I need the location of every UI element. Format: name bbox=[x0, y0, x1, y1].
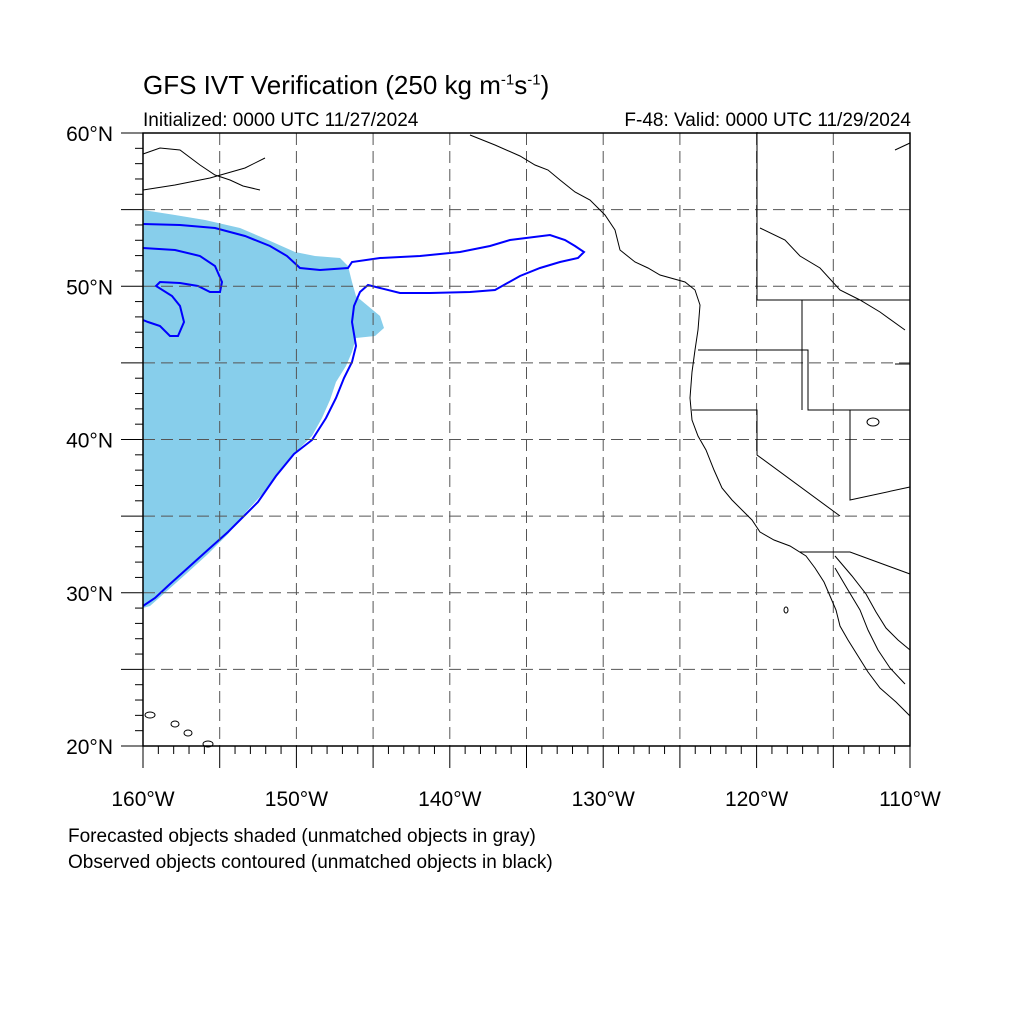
lat-label: 30°N bbox=[66, 583, 113, 606]
lat-label: 40°N bbox=[66, 430, 113, 453]
initialized-time: Initialized: 0000 UTC 11/27/2024 bbox=[143, 110, 419, 131]
lon-label: 130°W bbox=[572, 788, 635, 811]
observed-object-contour bbox=[142, 223, 586, 607]
axis-ticks bbox=[121, 132, 911, 768]
lon-label: 140°W bbox=[418, 788, 481, 811]
lat-label: 50°N bbox=[66, 276, 113, 299]
coastline bbox=[142, 132, 911, 748]
lon-label: 120°W bbox=[725, 788, 788, 811]
forecast-object-fill bbox=[143, 210, 384, 608]
footer-note-forecast: Forecasted objects shaded (unmatched obj… bbox=[68, 826, 536, 847]
lat-lon-grid bbox=[143, 133, 910, 746]
lon-label: 110°W bbox=[879, 788, 941, 811]
map-title: GFS IVT Verification (250 kg m-1s-1) bbox=[143, 70, 550, 100]
valid-time: F-48: Valid: 0000 UTC 11/29/2024 bbox=[624, 110, 911, 131]
lat-label: 60°N bbox=[66, 123, 113, 146]
footer-note-observed: Observed objects contoured (unmatched ob… bbox=[68, 852, 553, 873]
lon-label: 160°W bbox=[111, 788, 174, 811]
lat-label: 20°N bbox=[66, 736, 113, 759]
axis-labels: 60°N 50°N 40°N 30°N 20°N 160°W 150°W 140°W 130°W… bbox=[66, 123, 941, 811]
lon-label: 150°W bbox=[265, 788, 328, 811]
observed-object-contour-2 bbox=[142, 247, 224, 337]
